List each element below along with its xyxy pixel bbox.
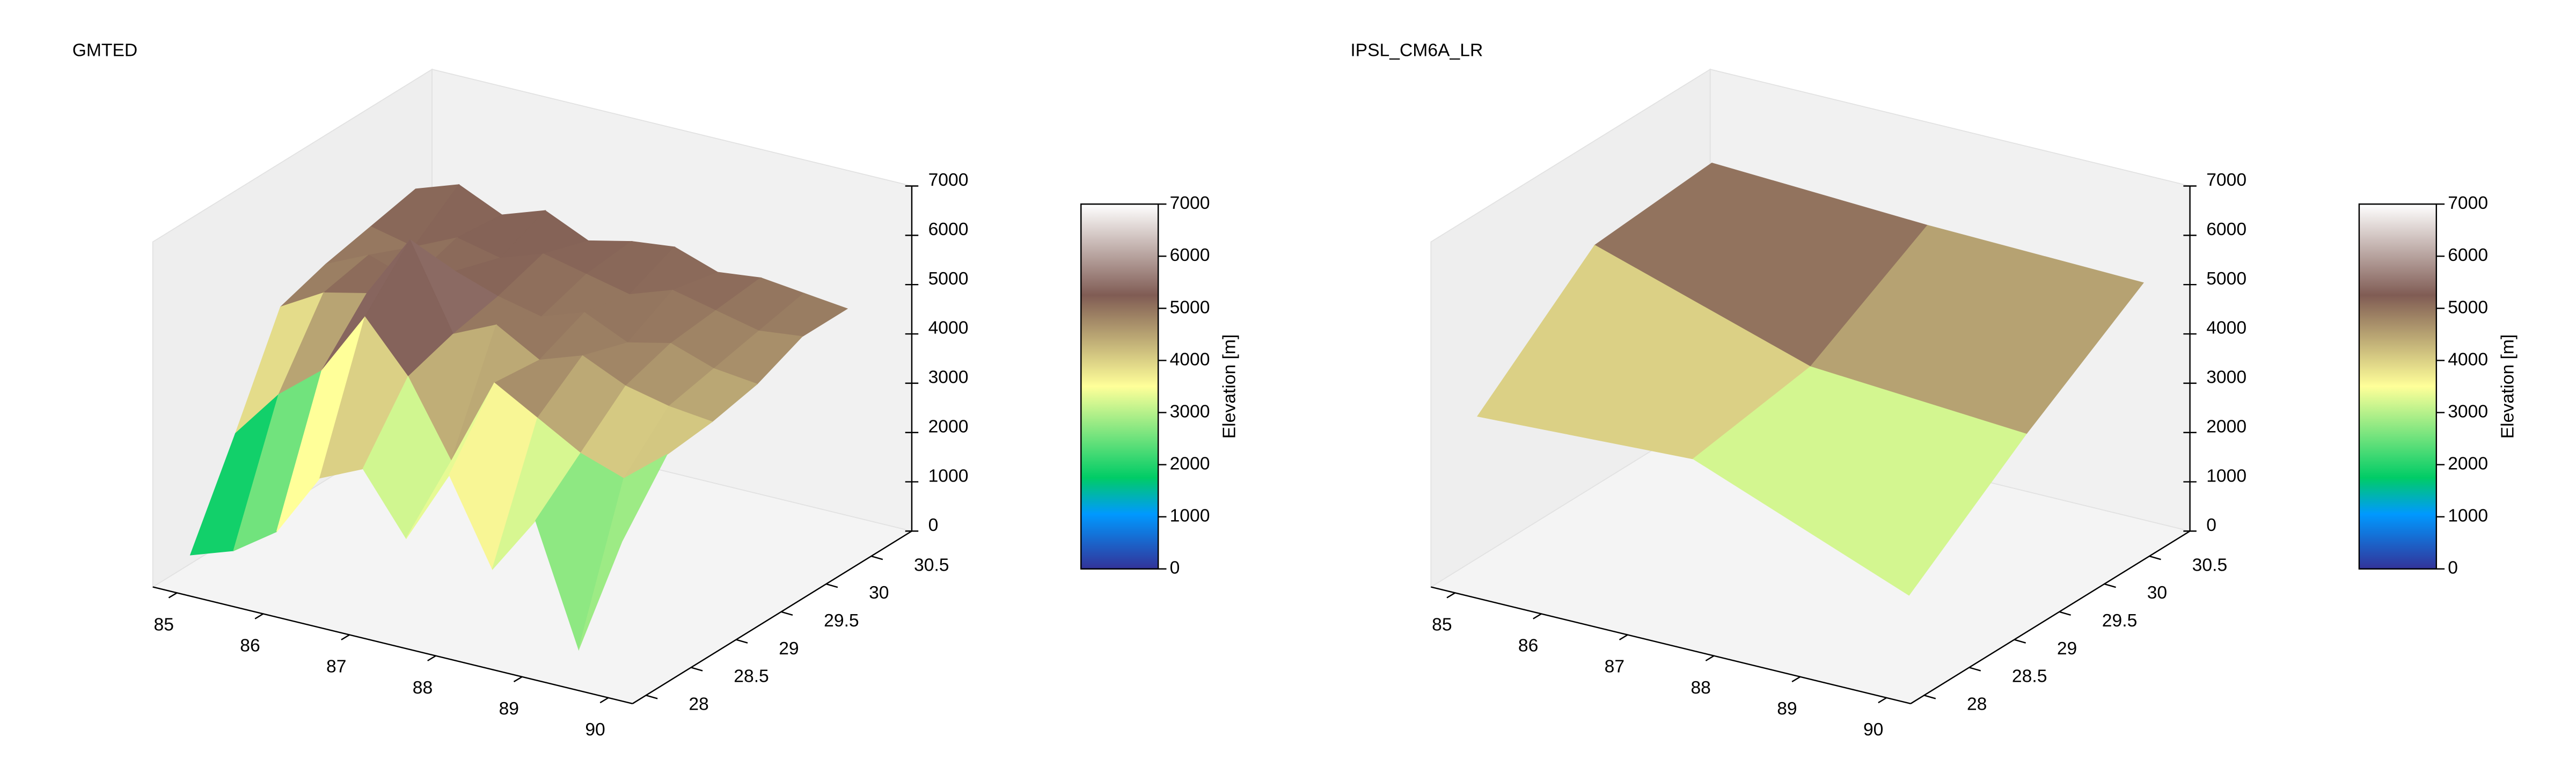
colorbar-tick-label: 0 — [1170, 558, 1180, 578]
y-tick-label: 28.5 — [734, 667, 769, 687]
y-axis — [1910, 530, 2191, 704]
z-tick-label: 6000 — [2206, 220, 2246, 239]
y-tick — [2149, 555, 2161, 560]
y-tick — [2014, 639, 2026, 644]
surface-facet — [578, 453, 668, 650]
x-tick-label: 86 — [1518, 636, 1538, 656]
x-tick — [513, 676, 523, 683]
y-tick — [646, 695, 658, 699]
x-tick — [1791, 676, 1801, 683]
surface-facet — [1692, 366, 2027, 596]
y-tick-label: 30 — [869, 583, 889, 603]
y-tick-label: 28.5 — [2012, 667, 2047, 687]
x-tick — [254, 613, 264, 619]
z-tick-label: 2000 — [2206, 417, 2246, 436]
colorbar — [1080, 203, 1159, 570]
colorbar-tick-label: 1000 — [2448, 506, 2488, 526]
z-tick-label: 3000 — [928, 368, 969, 388]
y-tick — [1968, 667, 1981, 672]
z-tick-label: 4000 — [2206, 318, 2246, 338]
z-tick-label: 0 — [2206, 515, 2216, 535]
x-tick-label: 85 — [154, 615, 174, 635]
colorbar-tick-label: 1000 — [1170, 506, 1210, 526]
z-tick-label: 7000 — [928, 170, 969, 190]
x-axis — [152, 586, 633, 705]
colorbar-tick-label: 6000 — [2448, 245, 2488, 265]
x-tick — [599, 697, 609, 704]
colorbar-tick-label: 5000 — [1170, 297, 1210, 317]
x-tick-label: 90 — [585, 720, 605, 740]
z-tick-label: 3000 — [2206, 368, 2246, 388]
x-tick-label: 88 — [1690, 678, 1710, 698]
chart-title: IPSL_CM6A_LR — [1350, 40, 1483, 60]
z-tick-label: 1000 — [2206, 466, 2246, 486]
y-tick — [1924, 695, 1936, 699]
z-tick-label: 2000 — [928, 417, 969, 436]
y-tick-label: 29 — [779, 639, 799, 659]
colorbar-tick-label: 2000 — [1170, 454, 1210, 474]
y-tick-label: 30.5 — [2192, 555, 2228, 575]
x-tick-label: 88 — [413, 678, 433, 698]
x-tick-label: 89 — [499, 699, 519, 719]
y-tick — [2104, 583, 2116, 588]
y-tick-label: 28 — [689, 695, 708, 714]
colorbar-label: Elevation [m] — [1220, 334, 1240, 439]
x-tick-label: 86 — [240, 636, 260, 656]
y-tick-label: 29 — [2057, 639, 2077, 659]
colorbar-label: Elevation [m] — [2498, 334, 2518, 439]
y-axis — [632, 530, 912, 704]
z-tick-label: 6000 — [928, 220, 969, 239]
x-tick — [168, 592, 178, 599]
z-tick-label: 1000 — [928, 466, 969, 486]
x-tick-label: 87 — [1605, 657, 1624, 677]
y-tick-label: 29.5 — [2102, 611, 2138, 631]
y-tick — [2059, 611, 2071, 616]
colorbar-tick-label: 5000 — [2448, 297, 2488, 317]
colorbar-tick-label: 7000 — [2448, 193, 2488, 213]
y-tick — [781, 611, 793, 616]
y-tick-label: 30 — [2147, 583, 2167, 603]
y-tick-label: 30.5 — [914, 555, 949, 575]
colorbar-tick-label: 2000 — [2448, 454, 2488, 474]
colorbar-tick-label: 0 — [2448, 558, 2458, 578]
colorbar-tick-label: 3000 — [2448, 402, 2488, 421]
x-tick — [1619, 634, 1628, 640]
x-tick — [1533, 613, 1542, 619]
x-tick — [427, 655, 436, 661]
x-tick-label: 89 — [1777, 699, 1797, 719]
x-tick-label: 90 — [1863, 720, 1883, 740]
y-tick — [826, 583, 838, 588]
y-tick — [871, 555, 883, 560]
x-tick — [1878, 697, 1887, 704]
colorbar-tick-label: 6000 — [1170, 245, 1210, 265]
x-tick-label: 85 — [1432, 615, 1452, 635]
chart-title: GMTED — [72, 40, 138, 60]
x-tick-label: 87 — [326, 657, 346, 677]
y-tick — [736, 639, 748, 644]
x-tick — [341, 634, 350, 640]
colorbar-tick-label: 4000 — [2448, 349, 2488, 369]
x-tick — [1705, 655, 1715, 661]
colorbar — [2358, 203, 2438, 570]
y-tick-label: 29.5 — [824, 611, 859, 631]
colorbar-tick-label: 4000 — [1170, 349, 1210, 369]
y-tick-label: 28 — [1967, 695, 1987, 714]
z-tick-label: 7000 — [2206, 170, 2246, 190]
x-tick — [1446, 592, 1455, 599]
z-tick-label: 5000 — [928, 269, 969, 289]
x-axis — [1431, 586, 1911, 705]
z-tick-label: 5000 — [2206, 269, 2246, 289]
colorbar-tick-label: 3000 — [1170, 402, 1210, 421]
colorbar-tick-label: 7000 — [1170, 193, 1210, 213]
y-tick — [691, 667, 703, 672]
z-tick-label: 4000 — [928, 318, 969, 338]
z-tick-label: 0 — [928, 515, 939, 535]
